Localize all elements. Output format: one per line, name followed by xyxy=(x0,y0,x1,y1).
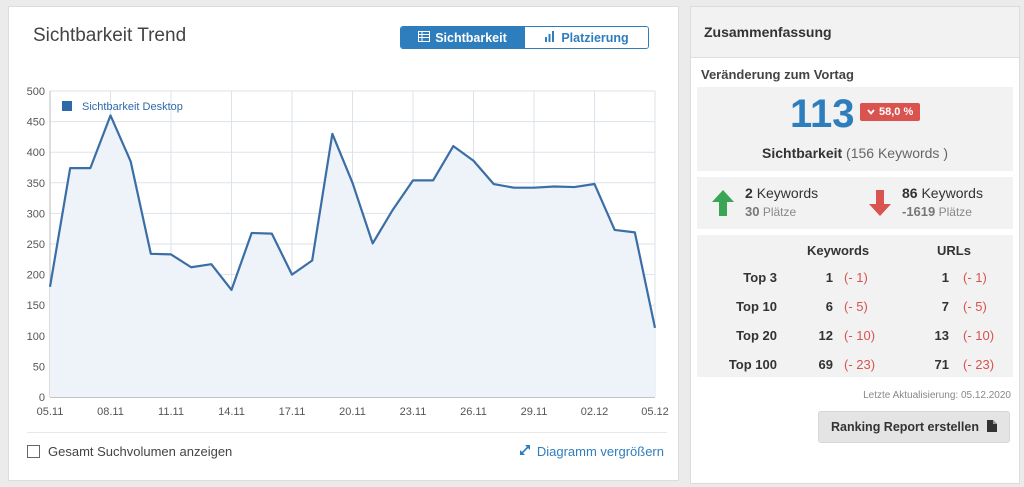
delta-badge: 58,0 % xyxy=(860,103,921,121)
row-url: 13 xyxy=(934,328,949,343)
row-url-delta: (- 10) xyxy=(963,328,995,343)
last-updated: Letzte Aktualisierung: 05.12.2020 xyxy=(863,390,1011,401)
search-volume-checkbox[interactable] xyxy=(27,445,40,458)
y-tick-label: 400 xyxy=(27,147,45,159)
footer-divider xyxy=(27,432,667,433)
row-url-delta: (- 23) xyxy=(963,357,995,372)
y-tick-label: 150 xyxy=(27,300,45,312)
row-url-delta: (- 5) xyxy=(963,299,987,314)
toggle-platzierung-button[interactable]: Platzierung xyxy=(524,27,648,48)
search-volume-checkbox-row[interactable]: Gesamt Suchvolumen anzeigen xyxy=(27,444,232,459)
toggle-sichtbarkeit-label: Sichtbarkeit xyxy=(435,30,507,45)
movers-up: 2 Keywords 30 Plätze xyxy=(711,185,818,220)
x-tick-label: 14.11 xyxy=(218,406,245,417)
summary-header: Zusammenfassung xyxy=(691,7,1019,58)
ranking-report-button[interactable]: Ranking Report erstellen xyxy=(818,411,1010,443)
row-url: 71 xyxy=(934,357,949,372)
row-kw-delta: (- 23) xyxy=(844,357,876,372)
summary-panel: Zusammenfassung Veränderung zum Vortag 1… xyxy=(690,6,1020,484)
row-kw-delta: (- 10) xyxy=(844,328,876,343)
table-row: Top 20 12 (- 10) 13 (- 10) xyxy=(697,328,1013,346)
bar-chart-icon xyxy=(544,30,556,45)
down-count: 86 xyxy=(902,185,918,201)
y-tick-label: 350 xyxy=(27,178,45,190)
visibility-chart: 500 450 400 350 300 250 200 150 100 50 0 05.11 08.11… xyxy=(9,77,678,418)
table-icon xyxy=(418,30,431,45)
x-tick-label: 23.11 xyxy=(400,406,427,417)
document-icon xyxy=(986,419,997,435)
search-volume-label: Gesamt Suchvolumen anzeigen xyxy=(48,444,233,459)
row-kw: 69 xyxy=(818,357,833,372)
score-box: 113 58,0 % Sichtbarkeit (156 Keywords ) xyxy=(697,87,1013,171)
row-kw-delta: (- 5) xyxy=(844,299,868,314)
chevron-down-icon xyxy=(867,106,875,118)
movers-down: 86 Keywords -1619 Plätze xyxy=(868,185,983,220)
arrow-up-icon xyxy=(711,185,735,220)
x-tick-label: 17.11 xyxy=(279,406,306,417)
up-count-label: Keywords xyxy=(756,185,819,201)
row-url-delta: (- 1) xyxy=(963,270,987,285)
up-count: 2 xyxy=(745,185,753,201)
y-tick-label: 200 xyxy=(27,270,45,282)
row-label: Top 3 xyxy=(743,270,777,285)
y-tick-label: 500 xyxy=(27,86,45,98)
col-urls-header: URLs xyxy=(937,243,971,258)
row-label: Top 100 xyxy=(728,357,777,372)
toggle-platzierung-label: Platzierung xyxy=(561,30,629,45)
chart-type-toggle: Sichtbarkeit Platzierung xyxy=(400,26,649,49)
y-tick-label: 50 xyxy=(33,361,45,373)
toggle-sichtbarkeit-button[interactable]: Sichtbarkeit xyxy=(401,27,524,48)
summary-subtitle: Veränderung zum Vortag xyxy=(701,67,854,82)
down-places-label: Plätze xyxy=(938,205,972,219)
table-row: Top 10 6 (- 5) 7 (- 5) xyxy=(697,299,1013,317)
row-label: Top 10 xyxy=(736,299,777,314)
table-row: Top 3 1 (- 1) 1 (- 1) xyxy=(697,270,1013,288)
down-count-label: Keywords xyxy=(921,185,983,201)
score-keywords: (156 Keywords ) xyxy=(846,145,948,161)
y-tick-label: 450 xyxy=(27,117,45,129)
y-tick-label: 250 xyxy=(27,239,45,251)
row-kw: 1 xyxy=(825,270,833,285)
x-tick-label: 29.11 xyxy=(521,406,548,417)
keyword-movers: 2 Keywords 30 Plätze 86 Keywords -1619 P… xyxy=(697,177,1013,229)
row-kw: 6 xyxy=(825,299,833,314)
row-url: 7 xyxy=(941,299,949,314)
visibility-score: 113 xyxy=(790,92,855,136)
enlarge-chart-label: Diagramm vergrößern xyxy=(536,444,664,459)
row-kw-delta: (- 1) xyxy=(844,270,868,285)
score-label-text: Sichtbarkeit xyxy=(762,145,843,161)
x-tick-label: 11.11 xyxy=(158,406,184,417)
x-tick-label: 08.11 xyxy=(97,406,124,417)
row-label: Top 20 xyxy=(736,328,777,343)
table-row: Top 100 69 (- 23) 71 (- 23) xyxy=(697,357,1013,375)
report-button-label: Ranking Report erstellen xyxy=(831,420,979,434)
ranking-table: Keywords URLs Top 3 1 (- 1) 1 (- 1) Top … xyxy=(697,235,1013,377)
down-places: -1619 xyxy=(902,204,936,219)
y-tick-label: 100 xyxy=(27,331,45,343)
x-tick-label: 20.11 xyxy=(339,406,366,417)
up-places-label: Plätze xyxy=(762,205,797,219)
trend-title: Sichtbarkeit Trend xyxy=(33,25,187,46)
trend-panel: Sichtbarkeit Trend Sichtbarkeit Platzier… xyxy=(8,6,679,481)
up-places: 30 xyxy=(745,204,760,219)
expand-icon xyxy=(519,444,531,459)
legend-label: Sichtbarkeit Desktop xyxy=(82,101,183,113)
col-keywords-header: Keywords xyxy=(807,243,870,258)
y-tick-label: 0 xyxy=(39,392,45,404)
series-line xyxy=(48,114,657,329)
enlarge-chart-link[interactable]: Diagramm vergrößern xyxy=(519,444,664,459)
x-tick-label: 05.11 xyxy=(37,406,64,417)
delta-value: 58,0 % xyxy=(879,106,914,118)
x-tick-label: 02.12 xyxy=(581,406,609,417)
y-tick-label: 300 xyxy=(27,208,45,220)
x-tick-label: 05.12 xyxy=(641,406,669,417)
x-tick-label: 26.11 xyxy=(460,406,487,417)
row-url: 1 xyxy=(941,270,949,285)
arrow-down-icon xyxy=(868,185,892,220)
legend-swatch xyxy=(62,101,72,111)
score-label: Sichtbarkeit (156 Keywords ) xyxy=(697,145,1013,161)
row-kw: 12 xyxy=(818,328,833,343)
